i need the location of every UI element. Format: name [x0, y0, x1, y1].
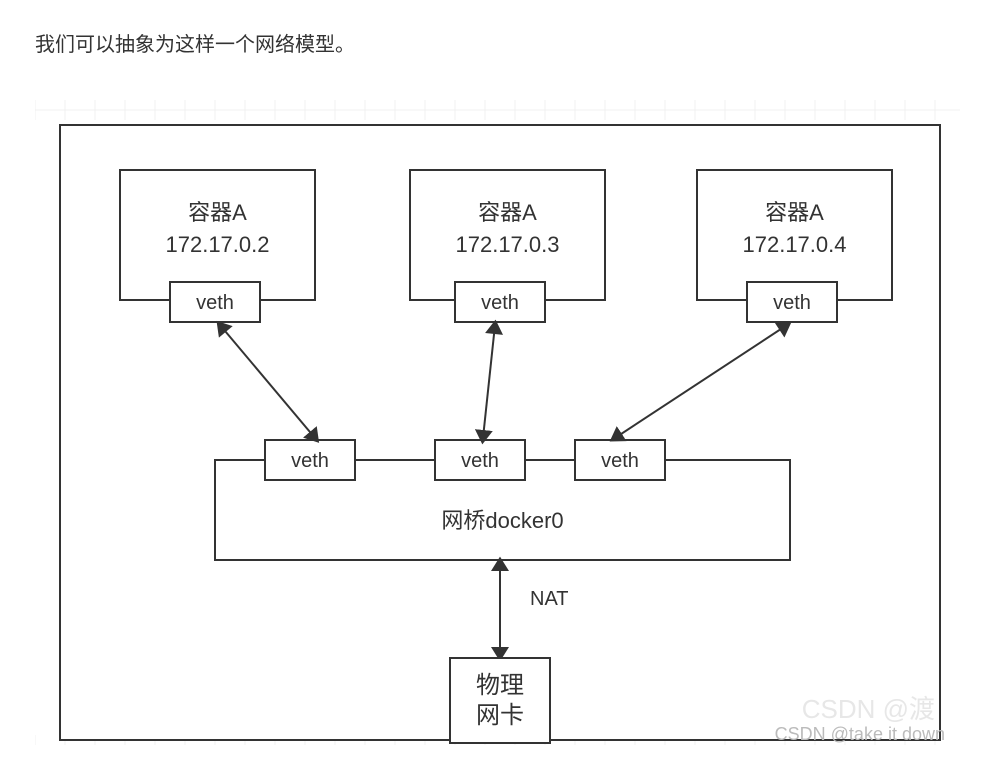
container-ip-1: 172.17.0.3: [456, 232, 560, 257]
container-ip-2: 172.17.0.4: [743, 232, 847, 257]
veth-top-label-0: veth: [196, 292, 234, 314]
edge-label-3: NAT: [530, 588, 569, 610]
container-name-0: 容器A: [188, 200, 247, 225]
container-ip-0: 172.17.0.2: [166, 232, 270, 257]
nic-label-2: 网卡: [476, 702, 524, 729]
network-diagram: 容器A 172.17.0.2 veth 容器A 172.17.0.3 veth 容器A 172…: [35, 100, 960, 745]
watermark-faded: CSDN @渡: [802, 694, 935, 724]
veth-bottom-label-0: veth: [291, 450, 329, 472]
caption-text: 我们可以抽象为这样一个网络模型。: [35, 28, 355, 57]
container-name-1: 容器A: [478, 200, 537, 225]
bridge-label: 网桥docker0: [441, 508, 563, 533]
watermark-main: CSDN @take it down: [775, 724, 945, 744]
nic-box: [450, 658, 550, 743]
veth-bottom-label-2: veth: [601, 450, 639, 472]
veth-bottom-label-1: veth: [461, 450, 499, 472]
nic-label-1: 物理: [476, 672, 524, 699]
container-name-2: 容器A: [765, 200, 824, 225]
veth-top-label-2: veth: [773, 292, 811, 314]
veth-top-label-1: veth: [481, 292, 519, 314]
